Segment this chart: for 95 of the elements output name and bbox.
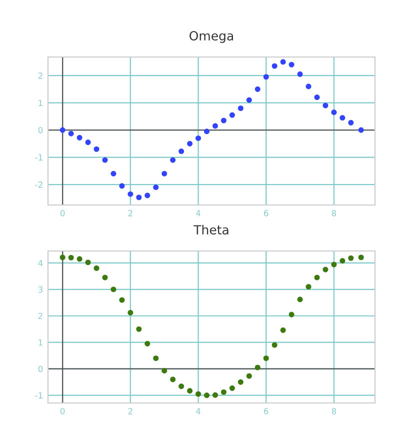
- point: [263, 355, 269, 362]
- point: [85, 260, 91, 266]
- point: [254, 86, 260, 92]
- point: [212, 123, 218, 129]
- point: [314, 94, 320, 100]
- point: [306, 284, 312, 290]
- point: [263, 74, 269, 80]
- point: [306, 84, 312, 90]
- point: [119, 297, 125, 303]
- point: [162, 170, 168, 176]
- point: [170, 157, 176, 163]
- y-tick-label: -2: [35, 182, 42, 188]
- point: [119, 183, 125, 189]
- point: [288, 62, 294, 68]
- x-tick-label: 0: [60, 210, 65, 216]
- point: [272, 63, 278, 69]
- point: [358, 127, 364, 133]
- point: [297, 296, 303, 302]
- x-tick-label: 2: [128, 408, 132, 414]
- point: [220, 118, 226, 124]
- point: [94, 146, 100, 152]
- point: [340, 115, 346, 121]
- point: [68, 254, 74, 260]
- y-tick-label: -1: [35, 392, 42, 398]
- point: [153, 184, 159, 190]
- point: [246, 97, 252, 103]
- point: [68, 130, 74, 136]
- point: [331, 110, 337, 116]
- point: [238, 379, 244, 385]
- point: [187, 388, 193, 394]
- point: [348, 255, 354, 261]
- y-tick-label: -1: [35, 154, 42, 160]
- x-tick-label: 6: [264, 210, 268, 216]
- point: [229, 385, 235, 391]
- point: [187, 140, 193, 146]
- point: [170, 376, 176, 382]
- point: [128, 191, 134, 197]
- point: [162, 368, 168, 374]
- point: [60, 127, 66, 133]
- point: [322, 102, 328, 108]
- x-tick-label: 4: [196, 210, 200, 216]
- point: [94, 265, 100, 271]
- point: [76, 134, 82, 140]
- x-tick-label: 8: [332, 408, 336, 414]
- point: [272, 342, 278, 348]
- point: [288, 312, 294, 318]
- y-tick-label: 4: [38, 260, 43, 266]
- point: [280, 59, 286, 65]
- point: [314, 274, 320, 280]
- point: [238, 105, 244, 112]
- point: [297, 71, 303, 77]
- x-tick-label: 6: [264, 408, 268, 414]
- y-tick-label: 2: [38, 72, 42, 79]
- y-tick-label: 2: [38, 312, 42, 320]
- point: [254, 364, 260, 370]
- point: [85, 140, 91, 146]
- x-tick-label: 4: [196, 408, 200, 414]
- point: [195, 135, 202, 141]
- point: [110, 286, 116, 292]
- point: [280, 327, 286, 333]
- point: [136, 194, 142, 200]
- point: [340, 258, 346, 264]
- point: [195, 391, 202, 397]
- point: [358, 254, 364, 260]
- point: [128, 310, 134, 316]
- y-tick-label: 1: [38, 100, 42, 106]
- point: [102, 274, 108, 280]
- x-tick-label: 0: [60, 408, 65, 414]
- point: [178, 148, 184, 154]
- point: [76, 256, 82, 262]
- point: [110, 170, 116, 176]
- point: [246, 373, 252, 379]
- y-tick-label: 3: [38, 286, 42, 293]
- point: [144, 192, 150, 198]
- point: [178, 384, 184, 390]
- point: [322, 266, 328, 272]
- point: [204, 128, 210, 134]
- chart-title: Theta: [194, 224, 228, 235]
- point: [220, 389, 226, 395]
- x-tick-label: 8: [332, 210, 336, 216]
- point: [348, 120, 354, 126]
- point: [60, 254, 66, 260]
- y-tick-label: 1: [38, 339, 42, 346]
- point: [229, 112, 235, 118]
- point: [212, 392, 218, 398]
- point: [153, 355, 159, 362]
- y-tick-label: 0: [38, 366, 43, 372]
- y-tick-label: 0: [38, 127, 43, 134]
- point: [102, 157, 108, 163]
- point: [136, 326, 142, 332]
- point: [331, 262, 337, 268]
- point: [204, 392, 210, 398]
- x-tick-label: 2: [128, 210, 132, 216]
- point: [144, 340, 150, 346]
- chart-title: Omega: [190, 31, 234, 43]
